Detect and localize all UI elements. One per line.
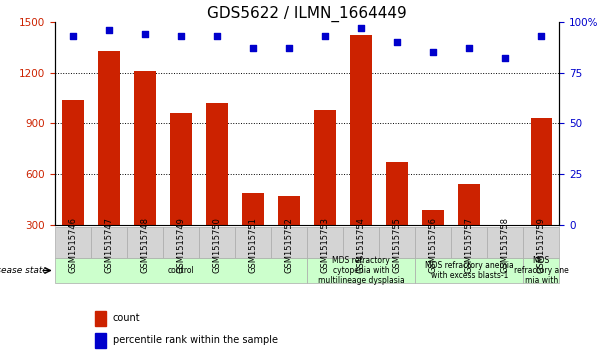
Text: GSM1515756: GSM1515756 bbox=[429, 217, 438, 273]
FancyBboxPatch shape bbox=[91, 227, 127, 258]
Text: percentile rank within the sample: percentile rank within the sample bbox=[112, 335, 278, 345]
FancyBboxPatch shape bbox=[343, 227, 379, 258]
Point bbox=[248, 45, 258, 51]
Point bbox=[356, 25, 366, 31]
Point bbox=[428, 49, 438, 55]
FancyBboxPatch shape bbox=[487, 227, 523, 258]
FancyBboxPatch shape bbox=[451, 227, 487, 258]
FancyBboxPatch shape bbox=[307, 227, 343, 258]
Bar bbox=[206, 103, 228, 225]
Point bbox=[465, 45, 474, 51]
FancyBboxPatch shape bbox=[379, 227, 415, 258]
Text: MDS refractory anemia
with excess blasts-1: MDS refractory anemia with excess blasts… bbox=[425, 261, 514, 280]
Point bbox=[284, 45, 294, 51]
FancyBboxPatch shape bbox=[55, 258, 307, 283]
Text: GSM1515749: GSM1515749 bbox=[176, 217, 185, 273]
Point bbox=[140, 31, 150, 37]
Text: GSM1515751: GSM1515751 bbox=[249, 217, 257, 273]
Text: MDS refractory
cytopenia with
multilineage dysplasia: MDS refractory cytopenia with multilinea… bbox=[318, 256, 404, 285]
Bar bbox=[494, 225, 516, 227]
Text: GSM1515746: GSM1515746 bbox=[68, 217, 77, 273]
Bar bbox=[170, 113, 192, 225]
Bar bbox=[350, 35, 372, 225]
Text: GSM1515755: GSM1515755 bbox=[393, 217, 402, 273]
FancyBboxPatch shape bbox=[163, 227, 199, 258]
FancyBboxPatch shape bbox=[415, 258, 523, 283]
Text: GSM1515754: GSM1515754 bbox=[357, 217, 365, 273]
Point bbox=[320, 33, 330, 39]
Point bbox=[68, 33, 78, 39]
Point bbox=[500, 56, 510, 61]
FancyBboxPatch shape bbox=[307, 258, 415, 283]
Text: GSM1515747: GSM1515747 bbox=[105, 217, 113, 273]
FancyBboxPatch shape bbox=[235, 227, 271, 258]
FancyBboxPatch shape bbox=[523, 258, 559, 283]
Text: GSM1515758: GSM1515758 bbox=[501, 217, 510, 273]
Point bbox=[392, 39, 402, 45]
Point bbox=[104, 27, 114, 33]
Point bbox=[536, 33, 546, 39]
Text: GSM1515752: GSM1515752 bbox=[285, 217, 294, 273]
Bar bbox=[62, 100, 83, 225]
Bar bbox=[134, 71, 156, 225]
Text: GSM1515748: GSM1515748 bbox=[140, 217, 150, 273]
Point bbox=[212, 33, 222, 39]
Bar bbox=[314, 110, 336, 225]
Bar bbox=[242, 193, 264, 225]
Text: GSM1515753: GSM1515753 bbox=[320, 217, 330, 273]
FancyBboxPatch shape bbox=[523, 227, 559, 258]
FancyBboxPatch shape bbox=[271, 227, 307, 258]
FancyBboxPatch shape bbox=[415, 227, 451, 258]
Bar bbox=[278, 196, 300, 225]
Point bbox=[176, 33, 185, 39]
Text: GSM1515757: GSM1515757 bbox=[465, 217, 474, 273]
Text: control: control bbox=[168, 266, 194, 275]
Text: GSM1515750: GSM1515750 bbox=[212, 217, 221, 273]
Bar bbox=[98, 50, 120, 225]
Text: GSM1515759: GSM1515759 bbox=[537, 217, 546, 273]
Bar bbox=[95, 333, 106, 348]
Bar bbox=[458, 184, 480, 225]
FancyBboxPatch shape bbox=[199, 227, 235, 258]
Bar bbox=[95, 311, 106, 326]
Bar bbox=[531, 118, 552, 225]
Text: disease state: disease state bbox=[0, 266, 47, 275]
FancyBboxPatch shape bbox=[127, 227, 163, 258]
Text: count: count bbox=[112, 313, 140, 323]
Title: GDS5622 / ILMN_1664449: GDS5622 / ILMN_1664449 bbox=[207, 5, 407, 22]
Text: MDS
refractory ane
mia with: MDS refractory ane mia with bbox=[514, 256, 568, 285]
Bar bbox=[423, 210, 444, 225]
FancyBboxPatch shape bbox=[55, 227, 91, 258]
Bar bbox=[386, 162, 408, 225]
